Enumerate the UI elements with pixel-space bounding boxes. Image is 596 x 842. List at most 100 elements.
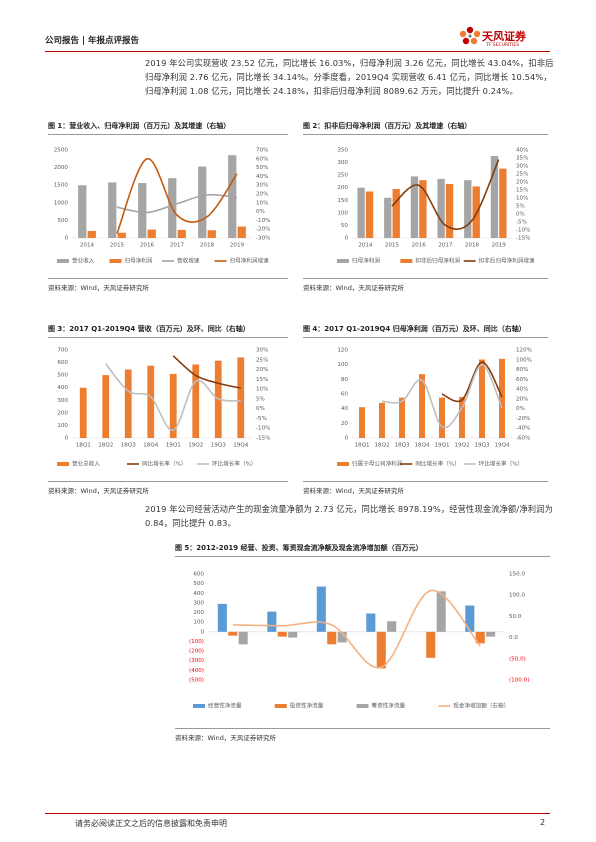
bar [147,229,156,238]
y-tick-label: 0.0 [509,635,518,641]
legend-swatch [193,704,205,708]
legend-label: 投资性净流量 [290,702,324,710]
legend-label: 环比增长率（%） [212,460,256,468]
bar [237,357,245,438]
bar [192,364,200,438]
line-series [172,355,241,389]
y-tick-label: 50.0 [509,614,522,620]
bar [464,180,472,238]
x-tick-label: 2014 [358,243,373,249]
bar [387,621,397,632]
x-tick-label: 18Q4 [143,443,159,449]
bar [366,613,376,632]
legend-label: 营业收入 [72,257,95,265]
page-number: 2 [540,818,546,827]
disclaimer: 请务必阅读正文之后的信息披露和免责申明 [75,819,227,828]
bar [238,631,248,645]
x-tick-label: 19Q1 [434,443,450,449]
legend-label: 营业总收入 [72,460,100,468]
bar [392,188,400,238]
logo-en: TF SECURITIES [486,43,520,48]
y-tick-label: (200) [189,649,204,655]
logo-mark [459,26,481,45]
legend-label: 经营性净流量 [208,702,242,710]
legend-label: 同比增长率（%） [415,460,459,468]
y-tick-label: 350 [337,148,348,154]
y-tick-label: 250 [337,173,348,179]
y-tick-label: 120 [337,348,348,354]
y-tick-label: 70% [256,148,268,154]
bar [499,168,507,238]
x-tick-label: 18Q4 [414,443,430,449]
bar [436,591,446,632]
bar [437,178,445,238]
bar [124,369,132,438]
y-tick-label: 30% [256,183,268,189]
y-tick-label: 120% [516,348,532,354]
y-tick-label: 600 [57,360,68,366]
legend-swatch [57,259,69,263]
bar [459,396,465,438]
bar [410,176,419,238]
y-tick-label: -30% [256,236,270,242]
y-tick-label: 20% [516,396,528,402]
y-tick-label: -5% [256,416,267,422]
figure-title: 图 5：2012-2019 经营、投资、筹资现金流净额及现金流净增加额（百万元） [175,543,550,557]
y-tick-label: 20% [256,367,268,373]
bar [486,631,496,637]
y-tick-label: -10% [256,426,270,432]
x-tick-label: 19Q1 [166,443,182,449]
x-tick-label: 2016 [412,243,427,249]
legend-label: 归母净利润 [125,257,153,265]
figure-source: 资料来源：Wind，天风证券研究所 [48,278,288,292]
x-tick-label: 18Q2 [374,443,389,449]
bar [87,230,96,238]
x-tick-label: 2015 [385,243,400,249]
legend-swatch [109,259,122,263]
bar [267,611,277,632]
y-tick-label: 2000 [54,165,69,171]
x-tick-label: 19Q3 [474,443,490,449]
x-tick-label: 2017 [170,243,185,249]
figure-source: 资料来源：Wind，天风证券研究所 [48,481,288,495]
bar [327,631,337,645]
y-tick-label: 0% [516,212,525,218]
bar [147,365,155,438]
x-tick-label: 19Q4 [233,443,249,449]
line-series [105,363,241,431]
y-tick-label: 60% [516,377,528,383]
legend-label: 营收增速 [177,257,200,265]
y-tick-label: 200 [57,410,68,416]
y-tick-label: 20% [256,192,268,198]
y-tick-label: -5% [516,220,527,226]
legend-label: 归属于母公司净利润 [352,460,403,468]
legend-swatch [337,259,349,263]
bar [217,603,227,632]
y-tick-label: 400 [57,385,68,391]
y-tick-label: 0 [64,236,68,242]
y-tick-label: 1000 [54,200,69,206]
bar [207,230,216,238]
y-tick-label: 0% [516,406,525,412]
x-tick-label: 2017 [438,243,453,249]
y-tick-label: 2500 [54,148,69,154]
bar [499,358,505,438]
y-tick-label: 100 [337,362,348,368]
y-tick-label: 100 [57,423,68,429]
bar [376,631,386,669]
y-tick-label: -20% [256,227,270,233]
y-tick-label: 0 [344,236,348,242]
legend-label: 归母净利润 [352,257,380,265]
y-tick-label: 0 [200,629,204,635]
bar [169,373,177,438]
legend-label: 环比增长率（%） [479,460,523,468]
y-tick-label: 40% [516,148,528,154]
x-tick-label: 2018 [200,243,215,249]
legend-label: 扣非后归母净利润 [415,257,460,265]
line-series [381,363,503,429]
header-rule [45,51,550,52]
bar [379,402,385,438]
y-tick-label: 80 [341,377,349,383]
bar [419,180,427,238]
legend-label: 现金净增加额（右轴） [453,702,509,710]
